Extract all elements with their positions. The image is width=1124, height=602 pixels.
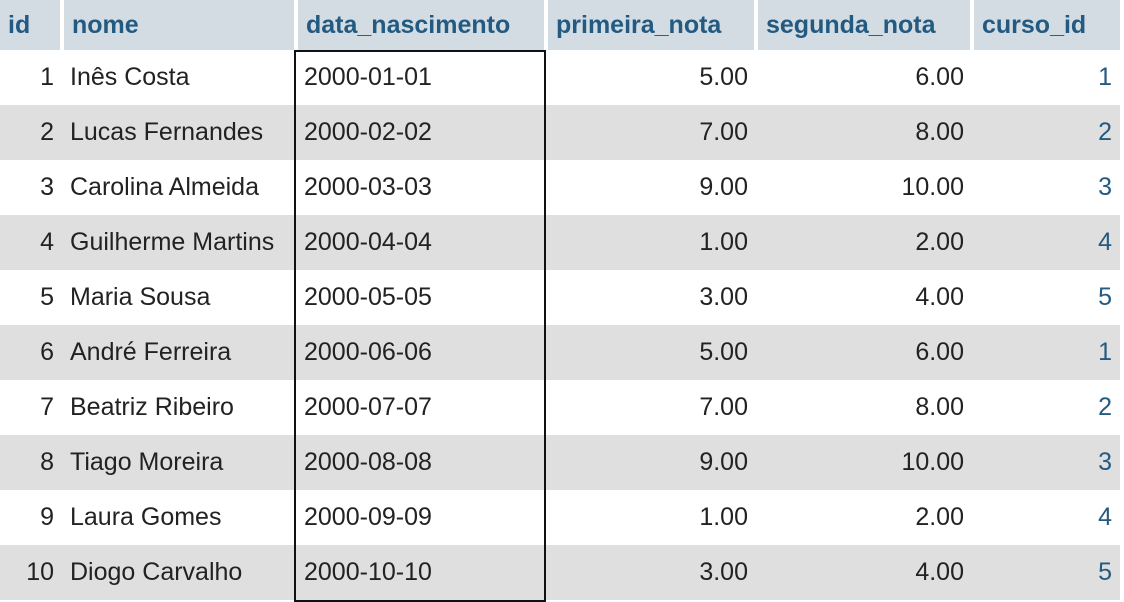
table-row[interactable]: 3 Carolina Almeida 2000-03-03 9.00 10.00… [0, 160, 1120, 215]
table-row[interactable]: 5 Maria Sousa 2000-05-05 3.00 4.00 5 [0, 270, 1120, 325]
cell-nome[interactable]: Beatriz Ribeiro [62, 380, 296, 435]
cell-segunda-nota[interactable]: 4.00 [756, 270, 972, 325]
cell-primeira-nota[interactable]: 1.00 [546, 215, 756, 270]
column-header-id[interactable]: id [0, 0, 62, 50]
cell-primeira-nota[interactable]: 1.00 [546, 490, 756, 545]
column-header-primeira-nota[interactable]: primeira_nota [544, 0, 756, 50]
cell-nome[interactable]: Lucas Fernandes [62, 105, 296, 160]
cell-curso-id-link[interactable]: 5 [972, 545, 1120, 600]
table-row[interactable]: 9 Laura Gomes 2000-09-09 1.00 2.00 4 [0, 490, 1120, 545]
cell-curso-id-link[interactable]: 5 [972, 270, 1120, 325]
cell-primeira-nota[interactable]: 7.00 [546, 380, 756, 435]
table-row[interactable]: 2 Lucas Fernandes 2000-02-02 7.00 8.00 2 [0, 105, 1120, 160]
cell-data-nascimento[interactable]: 2000-04-04 [296, 215, 546, 270]
cell-nome[interactable]: Carolina Almeida [62, 160, 296, 215]
cell-segunda-nota[interactable]: 8.00 [756, 380, 972, 435]
cell-curso-id-link[interactable]: 1 [972, 50, 1120, 105]
cell-segunda-nota[interactable]: 10.00 [756, 160, 972, 215]
cell-id[interactable]: 7 [0, 380, 62, 435]
cell-segunda-nota[interactable]: 10.00 [756, 435, 972, 490]
cell-id[interactable]: 9 [0, 490, 62, 545]
cell-id[interactable]: 3 [0, 160, 62, 215]
cell-primeira-nota[interactable]: 5.00 [546, 325, 756, 380]
cell-primeira-nota[interactable]: 9.00 [546, 160, 756, 215]
cell-data-nascimento[interactable]: 2000-01-01 [296, 50, 546, 105]
cell-data-nascimento[interactable]: 2000-09-09 [296, 490, 546, 545]
cell-nome[interactable]: Diogo Carvalho [62, 545, 296, 600]
table-row[interactable]: 8 Tiago Moreira 2000-08-08 9.00 10.00 3 [0, 435, 1120, 490]
cell-segunda-nota[interactable]: 2.00 [756, 490, 972, 545]
cell-id[interactable]: 1 [0, 50, 62, 105]
cell-id[interactable]: 2 [0, 105, 62, 160]
table-row[interactable]: 4 Guilherme Martins 2000-04-04 1.00 2.00… [0, 215, 1120, 270]
table-row[interactable]: 1 Inês Costa 2000-01-01 5.00 6.00 1 [0, 50, 1120, 105]
cell-nome[interactable]: Laura Gomes [62, 490, 296, 545]
cell-data-nascimento[interactable]: 2000-06-06 [296, 325, 546, 380]
cell-segunda-nota[interactable]: 6.00 [756, 50, 972, 105]
cell-nome[interactable]: Maria Sousa [62, 270, 296, 325]
cell-id[interactable]: 5 [0, 270, 62, 325]
table-row[interactable]: 6 André Ferreira 2000-06-06 5.00 6.00 1 [0, 325, 1120, 380]
column-header-data-nascimento[interactable]: data_nascimento [294, 0, 546, 50]
cell-nome[interactable]: Tiago Moreira [62, 435, 296, 490]
cell-data-nascimento[interactable]: 2000-03-03 [296, 160, 546, 215]
cell-id[interactable]: 4 [0, 215, 62, 270]
cell-curso-id-link[interactable]: 1 [972, 325, 1120, 380]
cell-data-nascimento[interactable]: 2000-05-05 [296, 270, 546, 325]
cell-segunda-nota[interactable]: 4.00 [756, 545, 972, 600]
cell-curso-id-link[interactable]: 2 [972, 105, 1120, 160]
cell-curso-id-link[interactable]: 4 [972, 490, 1120, 545]
cell-primeira-nota[interactable]: 9.00 [546, 435, 756, 490]
cell-nome[interactable]: Guilherme Martins [62, 215, 296, 270]
column-header-curso-id[interactable]: curso_id [970, 0, 1120, 50]
cell-curso-id-link[interactable]: 3 [972, 160, 1120, 215]
cell-segunda-nota[interactable]: 2.00 [756, 215, 972, 270]
cell-nome[interactable]: André Ferreira [62, 325, 296, 380]
cell-data-nascimento[interactable]: 2000-08-08 [296, 435, 546, 490]
cell-segunda-nota[interactable]: 6.00 [756, 325, 972, 380]
cell-id[interactable]: 8 [0, 435, 62, 490]
table-row[interactable]: 7 Beatriz Ribeiro 2000-07-07 7.00 8.00 2 [0, 380, 1120, 435]
cell-primeira-nota[interactable]: 7.00 [546, 105, 756, 160]
header-row: id nome data_nascimento primeira_nota se… [0, 0, 1120, 50]
column-header-nome[interactable]: nome [60, 0, 296, 50]
cell-curso-id-link[interactable]: 2 [972, 380, 1120, 435]
cell-id[interactable]: 10 [0, 545, 62, 600]
column-header-segunda-nota[interactable]: segunda_nota [754, 0, 972, 50]
cell-primeira-nota[interactable]: 3.00 [546, 545, 756, 600]
cell-id[interactable]: 6 [0, 325, 62, 380]
cell-segunda-nota[interactable]: 8.00 [756, 105, 972, 160]
cell-curso-id-link[interactable]: 4 [972, 215, 1120, 270]
cell-data-nascimento[interactable]: 2000-10-10 [296, 545, 546, 600]
cell-data-nascimento[interactable]: 2000-02-02 [296, 105, 546, 160]
cell-primeira-nota[interactable]: 3.00 [546, 270, 756, 325]
table-row[interactable]: 10 Diogo Carvalho 2000-10-10 3.00 4.00 5 [0, 545, 1120, 600]
cell-data-nascimento[interactable]: 2000-07-07 [296, 380, 546, 435]
cell-nome[interactable]: Inês Costa [62, 50, 296, 105]
cell-primeira-nota[interactable]: 5.00 [546, 50, 756, 105]
cell-curso-id-link[interactable]: 3 [972, 435, 1120, 490]
